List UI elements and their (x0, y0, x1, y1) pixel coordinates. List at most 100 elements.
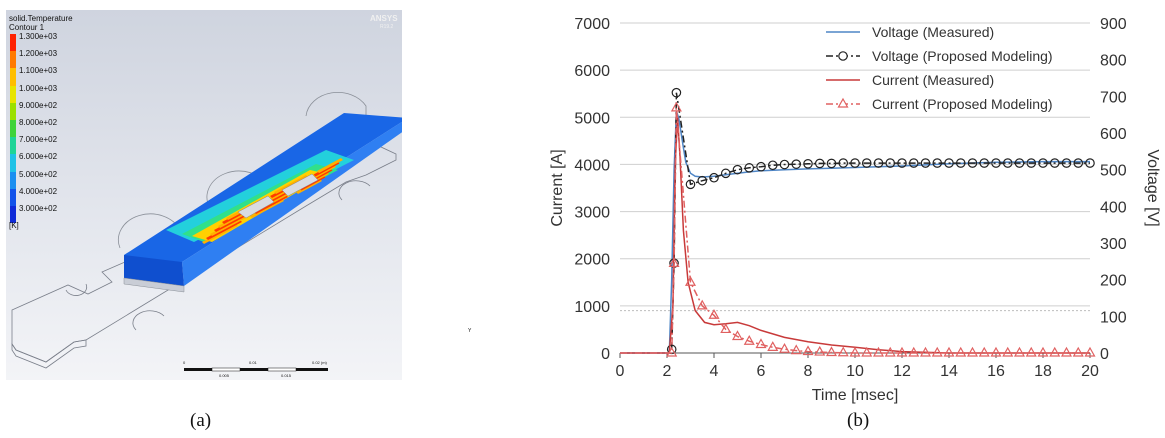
y-right-axis-label: Voltage [V] (1144, 149, 1160, 226)
legend-label: 7.000e+02 (19, 135, 58, 145)
data-point (1073, 158, 1084, 168)
axes: 0100020003000400050006000700001002003004… (549, 16, 1160, 404)
data-point (991, 158, 1001, 168)
data-point (671, 87, 682, 98)
data-point (1072, 346, 1084, 357)
data-point (1002, 346, 1014, 357)
legend-label: 9.000e+02 (19, 100, 58, 110)
x-tick-label: 2 (663, 363, 672, 380)
legend-label: 1.000e+03 (19, 83, 58, 93)
legend-swatch (10, 137, 16, 155)
data-point (744, 163, 755, 173)
x-tick-label: 20 (1081, 363, 1099, 380)
legend-swatch (10, 171, 16, 189)
data-point (720, 323, 732, 334)
data-point (955, 158, 966, 168)
grid (620, 22, 1090, 312)
legend-swatch (10, 120, 16, 138)
legend-label: Voltage (Proposed Modeling) (872, 48, 1053, 64)
data-point (1037, 346, 1049, 357)
data-point (1025, 346, 1037, 357)
data-point (791, 159, 802, 169)
data-point (1049, 346, 1061, 357)
legend-marker (838, 51, 848, 61)
data-point (684, 276, 697, 286)
data-point (943, 346, 955, 357)
data-point (1013, 346, 1026, 357)
data-point (1002, 158, 1013, 168)
data-point (885, 158, 896, 168)
data-point (837, 346, 849, 357)
legend-label: Current (Proposed Modeling) (872, 96, 1053, 112)
y-left-tick-label: 7000 (574, 16, 610, 33)
data-point (908, 346, 920, 357)
scale-label: 0.02 (m) (312, 360, 327, 365)
y-left-tick-label: 0 (601, 346, 610, 363)
data-point (826, 158, 837, 169)
x-tick-label: 0 (616, 363, 625, 380)
legend-label: 1.200e+03 (19, 49, 58, 59)
x-tick-label: 8 (804, 363, 813, 380)
data-point (778, 343, 791, 353)
data-point (668, 257, 680, 268)
data-point (731, 330, 744, 341)
y-right-tick-label: 700 (1100, 89, 1127, 106)
data-point (1060, 346, 1073, 357)
legend-label: 4.000e+02 (19, 186, 58, 196)
legend-title-line: Contour 1 (9, 23, 45, 32)
data-point (755, 338, 767, 349)
legend-unit: [K] (9, 221, 19, 230)
x-tick-label: 18 (1034, 363, 1052, 380)
data-point (838, 158, 849, 168)
scale-label: 0.015 (281, 373, 292, 378)
legend-label: 1.100e+03 (19, 66, 58, 76)
data-point (697, 175, 708, 186)
scale-label: 0 (183, 360, 186, 365)
legend-marker (837, 97, 849, 108)
legend-label: 8.000e+02 (19, 118, 58, 127)
data-point (1049, 158, 1060, 168)
x-tick-label: 12 (893, 363, 911, 380)
scale-label: 0.01 (249, 360, 257, 365)
data-point (884, 346, 896, 357)
legend-label: 5.000e+02 (19, 169, 58, 179)
legend-swatch (10, 85, 16, 103)
series-line (620, 117, 1090, 354)
data-point (1084, 346, 1096, 357)
data-point (756, 161, 766, 172)
scale-bar (184, 367, 328, 372)
y-left-tick-label: 4000 (574, 157, 610, 174)
legend-swatch (10, 68, 16, 86)
data-point (1085, 158, 1095, 168)
data-point (696, 299, 708, 310)
data-point (709, 172, 719, 183)
legend-swatch (10, 206, 16, 224)
data-point (919, 346, 932, 357)
y-right-tick-label: 0 (1100, 346, 1109, 363)
x-tick-label: 16 (987, 363, 1005, 380)
data-point (825, 346, 838, 357)
data-point (896, 346, 908, 357)
data-point (979, 158, 990, 168)
data-point (849, 346, 861, 357)
data-point (685, 179, 696, 190)
data-point (743, 334, 755, 345)
data-point (767, 160, 778, 171)
x-tick-label: 6 (757, 363, 766, 380)
data-point (767, 341, 779, 351)
series (620, 87, 1096, 357)
x-tick-label: 10 (846, 363, 864, 380)
chart-legend: Voltage (Measured) Voltage (Proposed Mode… (826, 24, 1053, 112)
data-point (932, 158, 943, 168)
ansys-logo: ANSYS (370, 14, 398, 23)
series-line (620, 110, 1090, 354)
y-right-tick-label: 900 (1100, 16, 1127, 33)
x-tick-label: 4 (710, 363, 719, 380)
data-point (897, 158, 907, 168)
y-left-tick-label: 3000 (574, 205, 610, 222)
data-point (814, 345, 826, 356)
data-point (873, 158, 884, 168)
data-point (861, 158, 872, 168)
contour-plot-panel: solid.Temperature Contour 1 1.300e+03 1.2… (6, 10, 471, 380)
data-point (967, 158, 978, 168)
